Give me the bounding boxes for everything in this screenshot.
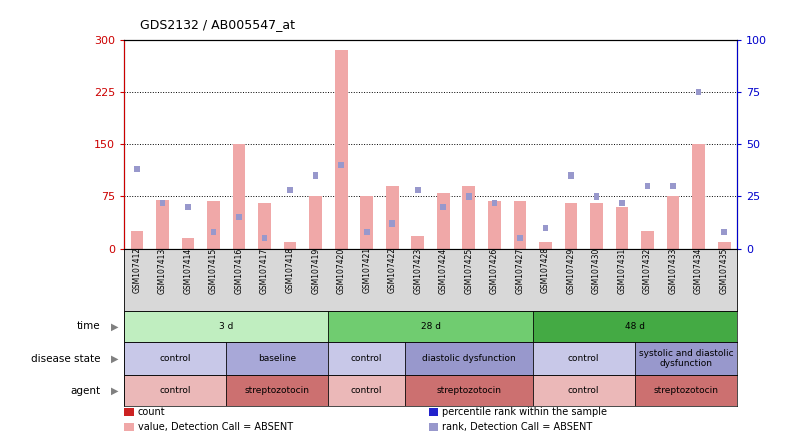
Bar [389, 221, 395, 227]
Bar [338, 162, 344, 168]
Bar [227, 375, 328, 406]
Bar [258, 203, 271, 249]
Bar [634, 375, 737, 406]
Bar [185, 204, 191, 210]
Bar [565, 203, 578, 249]
Bar [568, 172, 574, 179]
Text: 3 d: 3 d [219, 322, 233, 331]
Bar [364, 229, 369, 235]
Bar [641, 231, 654, 249]
Bar [590, 203, 603, 249]
Text: streptozotocin: streptozotocin [654, 386, 718, 395]
Text: 28 d: 28 d [421, 322, 441, 331]
Bar [288, 187, 293, 193]
Bar [211, 229, 216, 235]
Bar [718, 242, 731, 249]
Text: agent: agent [70, 386, 100, 396]
Bar [645, 183, 650, 189]
Text: baseline: baseline [258, 354, 296, 363]
Bar [513, 201, 526, 249]
Bar [124, 375, 227, 406]
Bar [488, 201, 501, 249]
Text: disease state: disease state [30, 353, 100, 364]
Bar [328, 311, 533, 342]
Bar [722, 229, 727, 235]
Bar [696, 89, 702, 95]
Bar [124, 311, 328, 342]
Bar [131, 231, 143, 249]
Bar [386, 186, 399, 249]
Bar [533, 375, 635, 406]
Bar [236, 214, 242, 221]
Bar [405, 375, 533, 406]
Text: rank, Detection Call = ABSENT: rank, Detection Call = ABSENT [442, 422, 593, 432]
Bar [182, 238, 195, 249]
Text: control: control [351, 386, 382, 395]
Bar [313, 172, 319, 179]
Bar [437, 193, 449, 249]
Bar [616, 207, 629, 249]
Bar [670, 183, 676, 189]
Text: GDS2132 / AB005547_at: GDS2132 / AB005547_at [140, 18, 296, 31]
Text: value, Detection Call = ABSENT: value, Detection Call = ABSENT [138, 422, 293, 432]
Bar [124, 342, 227, 375]
Text: systolic and diastolic
dysfunction: systolic and diastolic dysfunction [638, 349, 733, 368]
Bar [328, 342, 405, 375]
Text: control: control [159, 354, 191, 363]
Text: ▶: ▶ [111, 353, 119, 364]
Bar [533, 342, 635, 375]
Text: streptozotocin: streptozotocin [245, 386, 310, 395]
Bar [415, 187, 421, 193]
Text: 48 d: 48 d [625, 322, 645, 331]
Bar [156, 200, 169, 249]
Bar [466, 193, 472, 200]
Bar [634, 342, 737, 375]
Bar [619, 200, 625, 206]
Text: streptozotocin: streptozotocin [437, 386, 501, 395]
Bar [309, 196, 322, 249]
Bar [594, 193, 599, 200]
Text: control: control [159, 386, 191, 395]
Bar [262, 235, 268, 242]
Text: ▶: ▶ [111, 321, 119, 331]
Text: ▶: ▶ [111, 386, 119, 396]
Bar [666, 196, 679, 249]
Bar [539, 242, 552, 249]
Bar [462, 186, 475, 249]
Bar [284, 242, 296, 249]
Bar [441, 204, 446, 210]
Bar [335, 51, 348, 249]
Bar [232, 144, 245, 249]
Bar [533, 311, 737, 342]
Bar [692, 144, 705, 249]
Text: time: time [77, 321, 100, 331]
Bar [227, 342, 328, 375]
Bar [360, 196, 373, 249]
Text: control: control [568, 354, 599, 363]
Text: control: control [351, 354, 382, 363]
Bar [207, 201, 220, 249]
Bar [492, 200, 497, 206]
Bar [405, 342, 533, 375]
Text: diastolic dysfunction: diastolic dysfunction [422, 354, 516, 363]
Bar [542, 225, 548, 231]
Text: percentile rank within the sample: percentile rank within the sample [442, 407, 607, 417]
Bar [412, 236, 425, 249]
Text: control: control [568, 386, 599, 395]
Text: count: count [138, 407, 165, 417]
Bar [328, 375, 405, 406]
Bar [159, 200, 165, 206]
Bar [517, 235, 523, 242]
Bar [134, 166, 139, 172]
